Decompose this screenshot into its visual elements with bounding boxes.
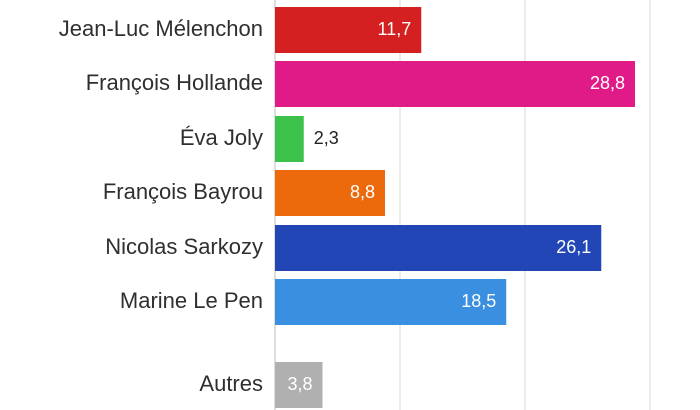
category-label: Autres [199, 371, 263, 396]
data-label: 11,7 [378, 19, 412, 39]
bar [275, 279, 507, 325]
category-label: Jean-Luc Mélenchon [59, 16, 263, 41]
category-label: Nicolas Sarkozy [105, 234, 263, 259]
bars-group [275, 7, 635, 408]
bar [275, 170, 385, 216]
bar [275, 225, 602, 271]
data-label: 8,8 [350, 182, 375, 202]
data-label: 28,8 [590, 73, 625, 93]
data-label: 18,5 [461, 291, 496, 311]
category-label: François Bayrou [103, 179, 263, 204]
category-label: Marine Le Pen [120, 288, 263, 313]
data-label: 3,8 [287, 374, 312, 394]
bar [275, 362, 323, 408]
bar [275, 116, 304, 162]
bar [275, 7, 422, 53]
bar [275, 61, 635, 107]
value-labels: 11,7 28,8 2,3 8,8 26,1 18,5 3,8 [287, 19, 625, 394]
category-labels: Jean-Luc Mélenchon François Hollande Éva J… [59, 16, 263, 396]
data-label: 26,1 [556, 237, 591, 257]
category-label: François Hollande [86, 70, 263, 95]
category-label: Éva Joly [180, 125, 263, 150]
data-label: 2,3 [314, 128, 339, 148]
